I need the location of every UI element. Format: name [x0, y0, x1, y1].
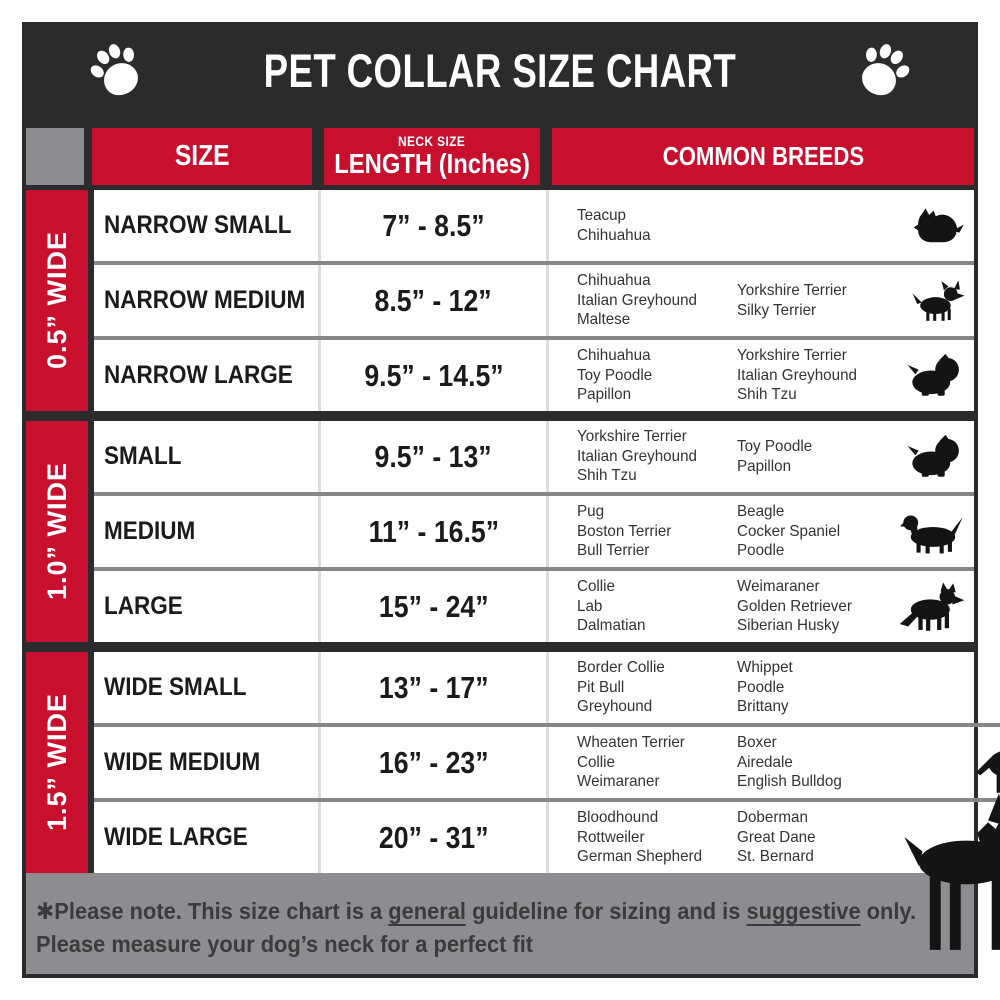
divider	[94, 723, 1000, 727]
divider	[94, 492, 974, 496]
breeds-cell: Wheaten Terrier Collie Weimaraner Boxer …	[549, 727, 1000, 798]
breeds-column-1: Chihuahua Italian Greyhound Maltese	[577, 271, 697, 329]
divider	[546, 190, 549, 411]
breeds-column-1: Bloodhound Rottweiler German Shepherd	[577, 808, 703, 866]
breeds-column-2: Beagle Cocker Spaniel Poodle	[737, 502, 841, 560]
width-band-0.5: 0.5” WIDE	[26, 190, 88, 411]
breeds-column-1: Wheaten Terrier Collie Weimaraner	[577, 733, 685, 791]
breeds-cell: Chihuahua Italian Greyhound Maltese York…	[549, 265, 974, 336]
breeds-cell: Border Collie Pit Bull Greyhound Whippet…	[549, 652, 1000, 723]
size-label: SMALL	[104, 442, 182, 470]
size-label: WIDE MEDIUM	[104, 748, 261, 776]
pekingese-icon	[906, 431, 966, 483]
group-divider	[26, 642, 974, 652]
breeds-column-2: Whippet Poodle Brittany	[737, 658, 793, 716]
chihuahua-icon	[908, 275, 966, 327]
divider	[318, 421, 321, 642]
breeds-cell: Yorkshire Terrier Italian Greyhound Shih…	[549, 421, 974, 492]
breeds-column-2: Boxer Airedale English Bulldog	[737, 733, 842, 791]
doberman-icon	[897, 793, 1000, 950]
size-label: LARGE	[104, 592, 183, 620]
german-shepherd-icon	[898, 576, 966, 638]
breeds-column-1: Teacup Chihuahua	[577, 206, 651, 244]
breeds-cell: Pug Boston Terrier Bull Terrier Beagle C…	[549, 496, 974, 567]
neck-size-range: 8.5” - 12”	[374, 282, 493, 318]
page-title: PET COLLAR SIZE CHART	[263, 43, 737, 97]
header-size: SIZE	[92, 128, 312, 185]
divider	[546, 652, 549, 873]
neck-size-range: 9.5” - 13”	[374, 438, 493, 474]
neck-size-range: 9.5” - 14.5”	[363, 357, 504, 393]
neck-size-range: 11” - 16.5”	[368, 513, 499, 549]
breeds-column-2: Toy Poodle Papillon	[737, 437, 813, 475]
breeds-cell: Teacup Chihuahua	[549, 190, 974, 261]
size-label: WIDE SMALL	[104, 673, 247, 701]
group-1.5-wide: 1.5” WIDE WIDE SMALL 13” - 17” Border Co…	[26, 652, 1000, 950]
corner-spacer	[26, 128, 84, 185]
neck-size-range: 13” - 17”	[378, 669, 489, 705]
paw-print-icon	[90, 44, 138, 96]
breeds-cell: Chihuahua Toy Poodle Papillon Yorkshire …	[549, 340, 974, 411]
yorkshire-terrier-icon	[910, 200, 966, 252]
divider	[94, 336, 974, 340]
divider	[94, 798, 1000, 802]
size-label: NARROW SMALL	[104, 211, 292, 239]
size-label: WIDE LARGE	[104, 823, 248, 851]
pit-bull-icon	[972, 729, 1000, 797]
header-common-breeds: COMMON BREEDS	[552, 128, 974, 185]
table-body: 0.5” WIDE NARROW SMALL 7” - 8.5” Teacup …	[22, 190, 1000, 978]
breeds-column-2: Doberman Great Dane St. Bernard	[737, 808, 816, 866]
size-label: MEDIUM	[104, 517, 196, 545]
table-header-row: SIZE NECK SIZE LENGTH (Inches) COMMON BR…	[22, 118, 978, 190]
divider	[88, 421, 94, 642]
breeds-column-1: Border Collie Pit Bull Greyhound	[577, 658, 665, 716]
footnote-line-2: Please measure your dog’s neck for a per…	[36, 930, 534, 957]
paw-print-icon	[862, 44, 910, 96]
neck-size-range: 15” - 24”	[378, 588, 489, 624]
breeds-column-1: Chihuahua Toy Poodle Papillon	[577, 346, 653, 404]
divider	[546, 421, 549, 642]
group-divider	[26, 411, 974, 421]
dachshund-icon	[900, 501, 966, 563]
divider	[88, 652, 94, 873]
divider	[318, 190, 321, 411]
divider	[88, 190, 94, 411]
breeds-column-2: Yorkshire Terrier Silky Terrier	[737, 281, 847, 319]
title-bar: PET COLLAR SIZE CHART	[22, 22, 978, 118]
breeds-column-1: Yorkshire Terrier Italian Greyhound Shih…	[577, 427, 697, 485]
divider	[318, 652, 321, 873]
neck-size-range: 7” - 8.5”	[382, 207, 485, 243]
bulldog-icon	[994, 662, 1000, 714]
neck-size-range: 20” - 31”	[378, 819, 489, 855]
header-neck-size-length: NECK SIZE LENGTH (Inches)	[324, 128, 540, 185]
group-1.0-wide: 1.0” WIDE SMALL 9.5” - 13” Yorkshire Ter…	[26, 421, 974, 642]
divider	[94, 567, 974, 571]
width-band-1.5: 1.5” WIDE	[26, 652, 88, 873]
breeds-column-2: Weimaraner Golden Retriever Siberian Hus…	[737, 577, 852, 635]
size-label: NARROW LARGE	[104, 361, 293, 389]
pekingese-icon	[906, 350, 966, 402]
breeds-column-1: Pug Boston Terrier Bull Terrier	[577, 502, 672, 560]
breeds-column-1: Collie Lab Dalmatian	[577, 577, 646, 635]
width-band-1.0: 1.0” WIDE	[26, 421, 88, 642]
footnote-line-1: ✱Please note. This size chart is a gener…	[36, 898, 917, 924]
footnote: ✱Please note. This size chart is a gener…	[26, 873, 974, 974]
breeds-column-2: Yorkshire Terrier Italian Greyhound Shih…	[737, 346, 857, 404]
group-0.5-wide: 0.5” WIDE NARROW SMALL 7” - 8.5” Teacup …	[26, 190, 974, 411]
breeds-cell: Bloodhound Rottweiler German Shepherd Do…	[549, 793, 1000, 950]
neck-size-range: 16” - 23”	[378, 744, 489, 780]
size-label: NARROW MEDIUM	[104, 286, 306, 314]
breeds-cell: Collie Lab Dalmatian Weimaraner Golden R…	[549, 571, 974, 642]
divider	[94, 261, 974, 265]
